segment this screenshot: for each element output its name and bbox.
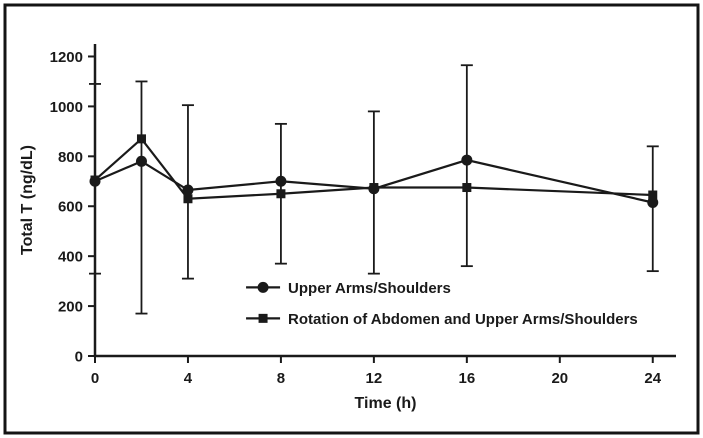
x-tick-label: 20	[551, 370, 568, 387]
data-point-circle	[647, 196, 659, 208]
data-point-circle	[135, 155, 147, 167]
figure-border	[3, 3, 700, 435]
y-tick-label: 200	[58, 299, 83, 316]
legend-marker-square	[258, 313, 268, 323]
legend-label: Upper Arms/Shoulders	[288, 280, 451, 297]
y-tick-label: 800	[58, 149, 83, 166]
data-point-square	[462, 183, 472, 193]
data-point-circle	[461, 154, 473, 166]
data-point-circle	[275, 175, 287, 187]
y-tick-label: 1000	[50, 99, 83, 116]
data-point-square	[369, 183, 379, 193]
data-point-square	[90, 175, 100, 185]
x-tick-label: 0	[91, 370, 99, 387]
x-tick-label: 8	[277, 370, 285, 387]
x-tick-label: 24	[644, 370, 661, 387]
data-point-square	[136, 134, 146, 144]
legend-marker-circle	[257, 281, 269, 293]
y-axis-title: Total T (ng/dL)	[19, 145, 36, 255]
legend-label: Rotation of Abdomen and Upper Arms/Shoul…	[288, 311, 638, 328]
y-tick-label: 600	[58, 199, 83, 216]
data-point-square	[276, 189, 286, 199]
data-point-circle	[182, 184, 194, 196]
y-tick-label: 0	[75, 349, 83, 366]
x-tick-label: 12	[366, 370, 383, 387]
x-tick-label: 4	[184, 370, 193, 387]
y-tick-label: 400	[58, 249, 83, 266]
data-point-square	[183, 194, 193, 204]
data-point-square	[648, 190, 658, 200]
y-tick-label: 1200	[50, 49, 83, 66]
x-tick-label: 16	[458, 370, 475, 387]
x-axis-title: Time (h)	[355, 395, 417, 412]
